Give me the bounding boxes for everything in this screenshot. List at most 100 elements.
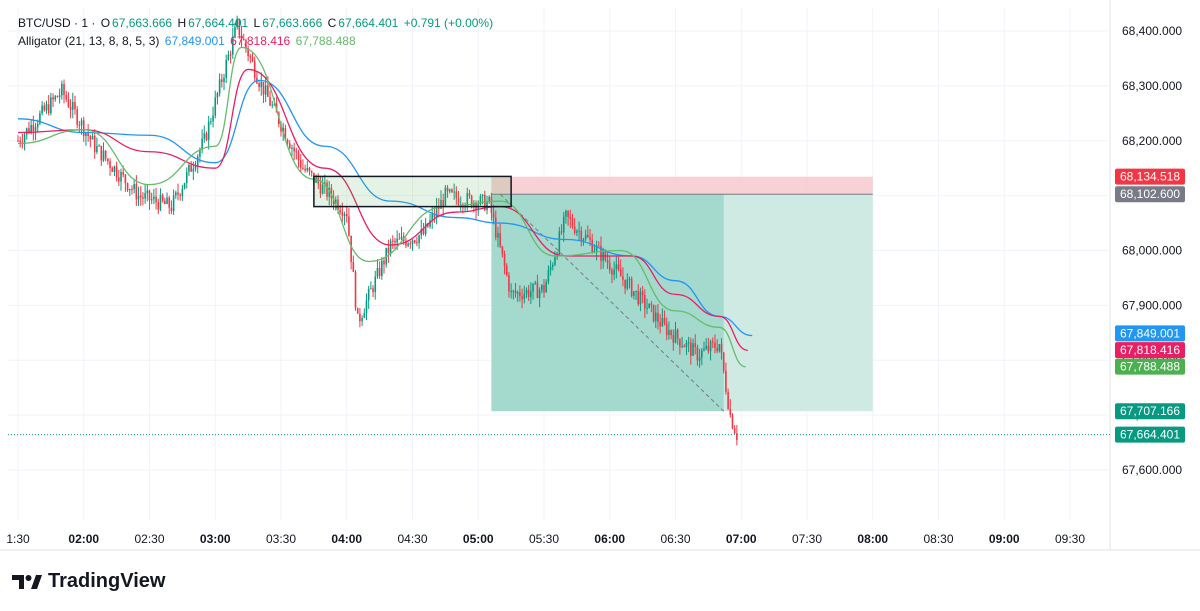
candle-body: [589, 237, 591, 240]
candle-body: [679, 338, 681, 347]
candle-body: [269, 96, 271, 106]
candle-body: [451, 189, 453, 192]
price-label-box[interactable]: [1115, 168, 1185, 185]
candle-body: [690, 342, 692, 356]
price-label-box[interactable]: [1115, 426, 1185, 443]
candle-body: [635, 290, 637, 292]
candle-body: [503, 253, 506, 266]
candle-body: [124, 174, 127, 184]
candle-body: [32, 124, 35, 131]
candle-body: [508, 275, 510, 292]
jaw-value: 67,849.001: [164, 34, 225, 48]
candle-body: [687, 342, 690, 344]
candle-body: [326, 182, 328, 197]
candle-body: [391, 240, 394, 242]
candle-body: [448, 189, 451, 192]
candle-body: [416, 242, 418, 244]
candle-body: [96, 146, 98, 152]
candle-body: [519, 292, 521, 297]
candle-body: [56, 96, 59, 98]
candle-body: [481, 194, 484, 197]
rectangle-drawing[interactable]: [313, 175, 512, 208]
candle-body: [466, 193, 469, 206]
candle-body: [532, 283, 534, 292]
candle-body: [383, 260, 385, 265]
candle-body: [703, 348, 705, 351]
candle-body: [98, 145, 100, 147]
candle-body: [247, 48, 249, 57]
candle-body: [597, 245, 600, 247]
candle-body: [267, 85, 269, 97]
candle-body: [67, 99, 70, 107]
candle-body: [352, 262, 355, 272]
candle-body: [565, 210, 567, 217]
candle-body: [150, 199, 153, 201]
candle-body: [681, 346, 683, 348]
candle-body: [646, 308, 648, 310]
price-label-box[interactable]: [1115, 325, 1185, 342]
candle-body: [468, 193, 471, 196]
candle-body: [332, 198, 335, 205]
candle-body: [429, 220, 431, 227]
candle-body: [168, 197, 171, 208]
position-path-line[interactable]: [499, 193, 725, 412]
drawings[interactable]: [8, 175, 1110, 436]
price-label-box[interactable]: [1115, 403, 1185, 420]
candle-body: [633, 291, 635, 296]
time-axis[interactable]: 1:30 02:00 02:30 03:00 03:30 04:00 04:30 05:00 0…: [6, 532, 1085, 546]
candle-body: [319, 183, 322, 194]
candle-body: [194, 166, 197, 169]
candle-body: [705, 345, 707, 349]
candle-body: [510, 290, 512, 292]
candle-body: [630, 278, 633, 296]
alligator-legend[interactable]: Alligator (21, 13, 8, 8, 5, 3) 67,849.00…: [18, 34, 358, 48]
candle-body: [28, 128, 30, 133]
candle-body: [413, 240, 416, 243]
candle-body: [166, 197, 168, 204]
price-label-box[interactable]: [1115, 342, 1185, 359]
candle-body: [617, 264, 620, 270]
candle-body: [262, 81, 265, 95]
candle-body: [43, 105, 46, 111]
time-tick-label: 03:30: [266, 532, 296, 546]
candle-body: [543, 285, 545, 293]
open-value: 67,663.666: [112, 16, 173, 30]
candle-body: [549, 266, 552, 271]
stop-loss-zone[interactable]: [491, 176, 873, 195]
price-label-box[interactable]: [1115, 186, 1185, 203]
candle-body: [61, 83, 63, 96]
indicator-label[interactable]: Alligator (21, 13, 8, 8, 5, 3): [18, 34, 160, 48]
price-label-box[interactable]: [1115, 358, 1185, 375]
candle-body: [665, 323, 668, 335]
candle-body: [711, 341, 714, 343]
candle-body: [348, 216, 350, 236]
change-value: +0.791 (+0.00%): [403, 16, 494, 30]
candle-body: [135, 184, 138, 200]
position-zones[interactable]: [491, 176, 873, 412]
candle-body: [659, 322, 661, 327]
candle-body: [19, 140, 21, 143]
price-axis[interactable]: 67,600.00067,700.00067,800.00067,900.000…: [1115, 24, 1185, 477]
candle-body: [440, 199, 442, 209]
candle-body: [52, 97, 54, 100]
candle-body: [455, 191, 458, 199]
candle-body: [240, 35, 243, 40]
time-tick-label: 06:00: [594, 532, 625, 546]
tradingview-logo[interactable]: TradingView: [12, 570, 165, 593]
candle-body: [701, 350, 703, 358]
candle-body: [242, 39, 245, 41]
candle-body: [580, 230, 583, 242]
price-label-text: 67,818.416: [1120, 343, 1180, 357]
candle-body: [310, 171, 313, 173]
candle-body: [71, 101, 74, 110]
candle-body: [424, 223, 427, 235]
candle-body: [359, 313, 361, 322]
candle-body: [505, 265, 508, 276]
candle-body: [25, 128, 28, 135]
candle-body: [201, 138, 203, 150]
price-tick-label: 67,600.000: [1122, 463, 1182, 477]
candle-body: [229, 54, 232, 56]
candle-body: [492, 212, 495, 218]
symbol-label[interactable]: BTC/USD · 1 ·: [18, 16, 96, 30]
